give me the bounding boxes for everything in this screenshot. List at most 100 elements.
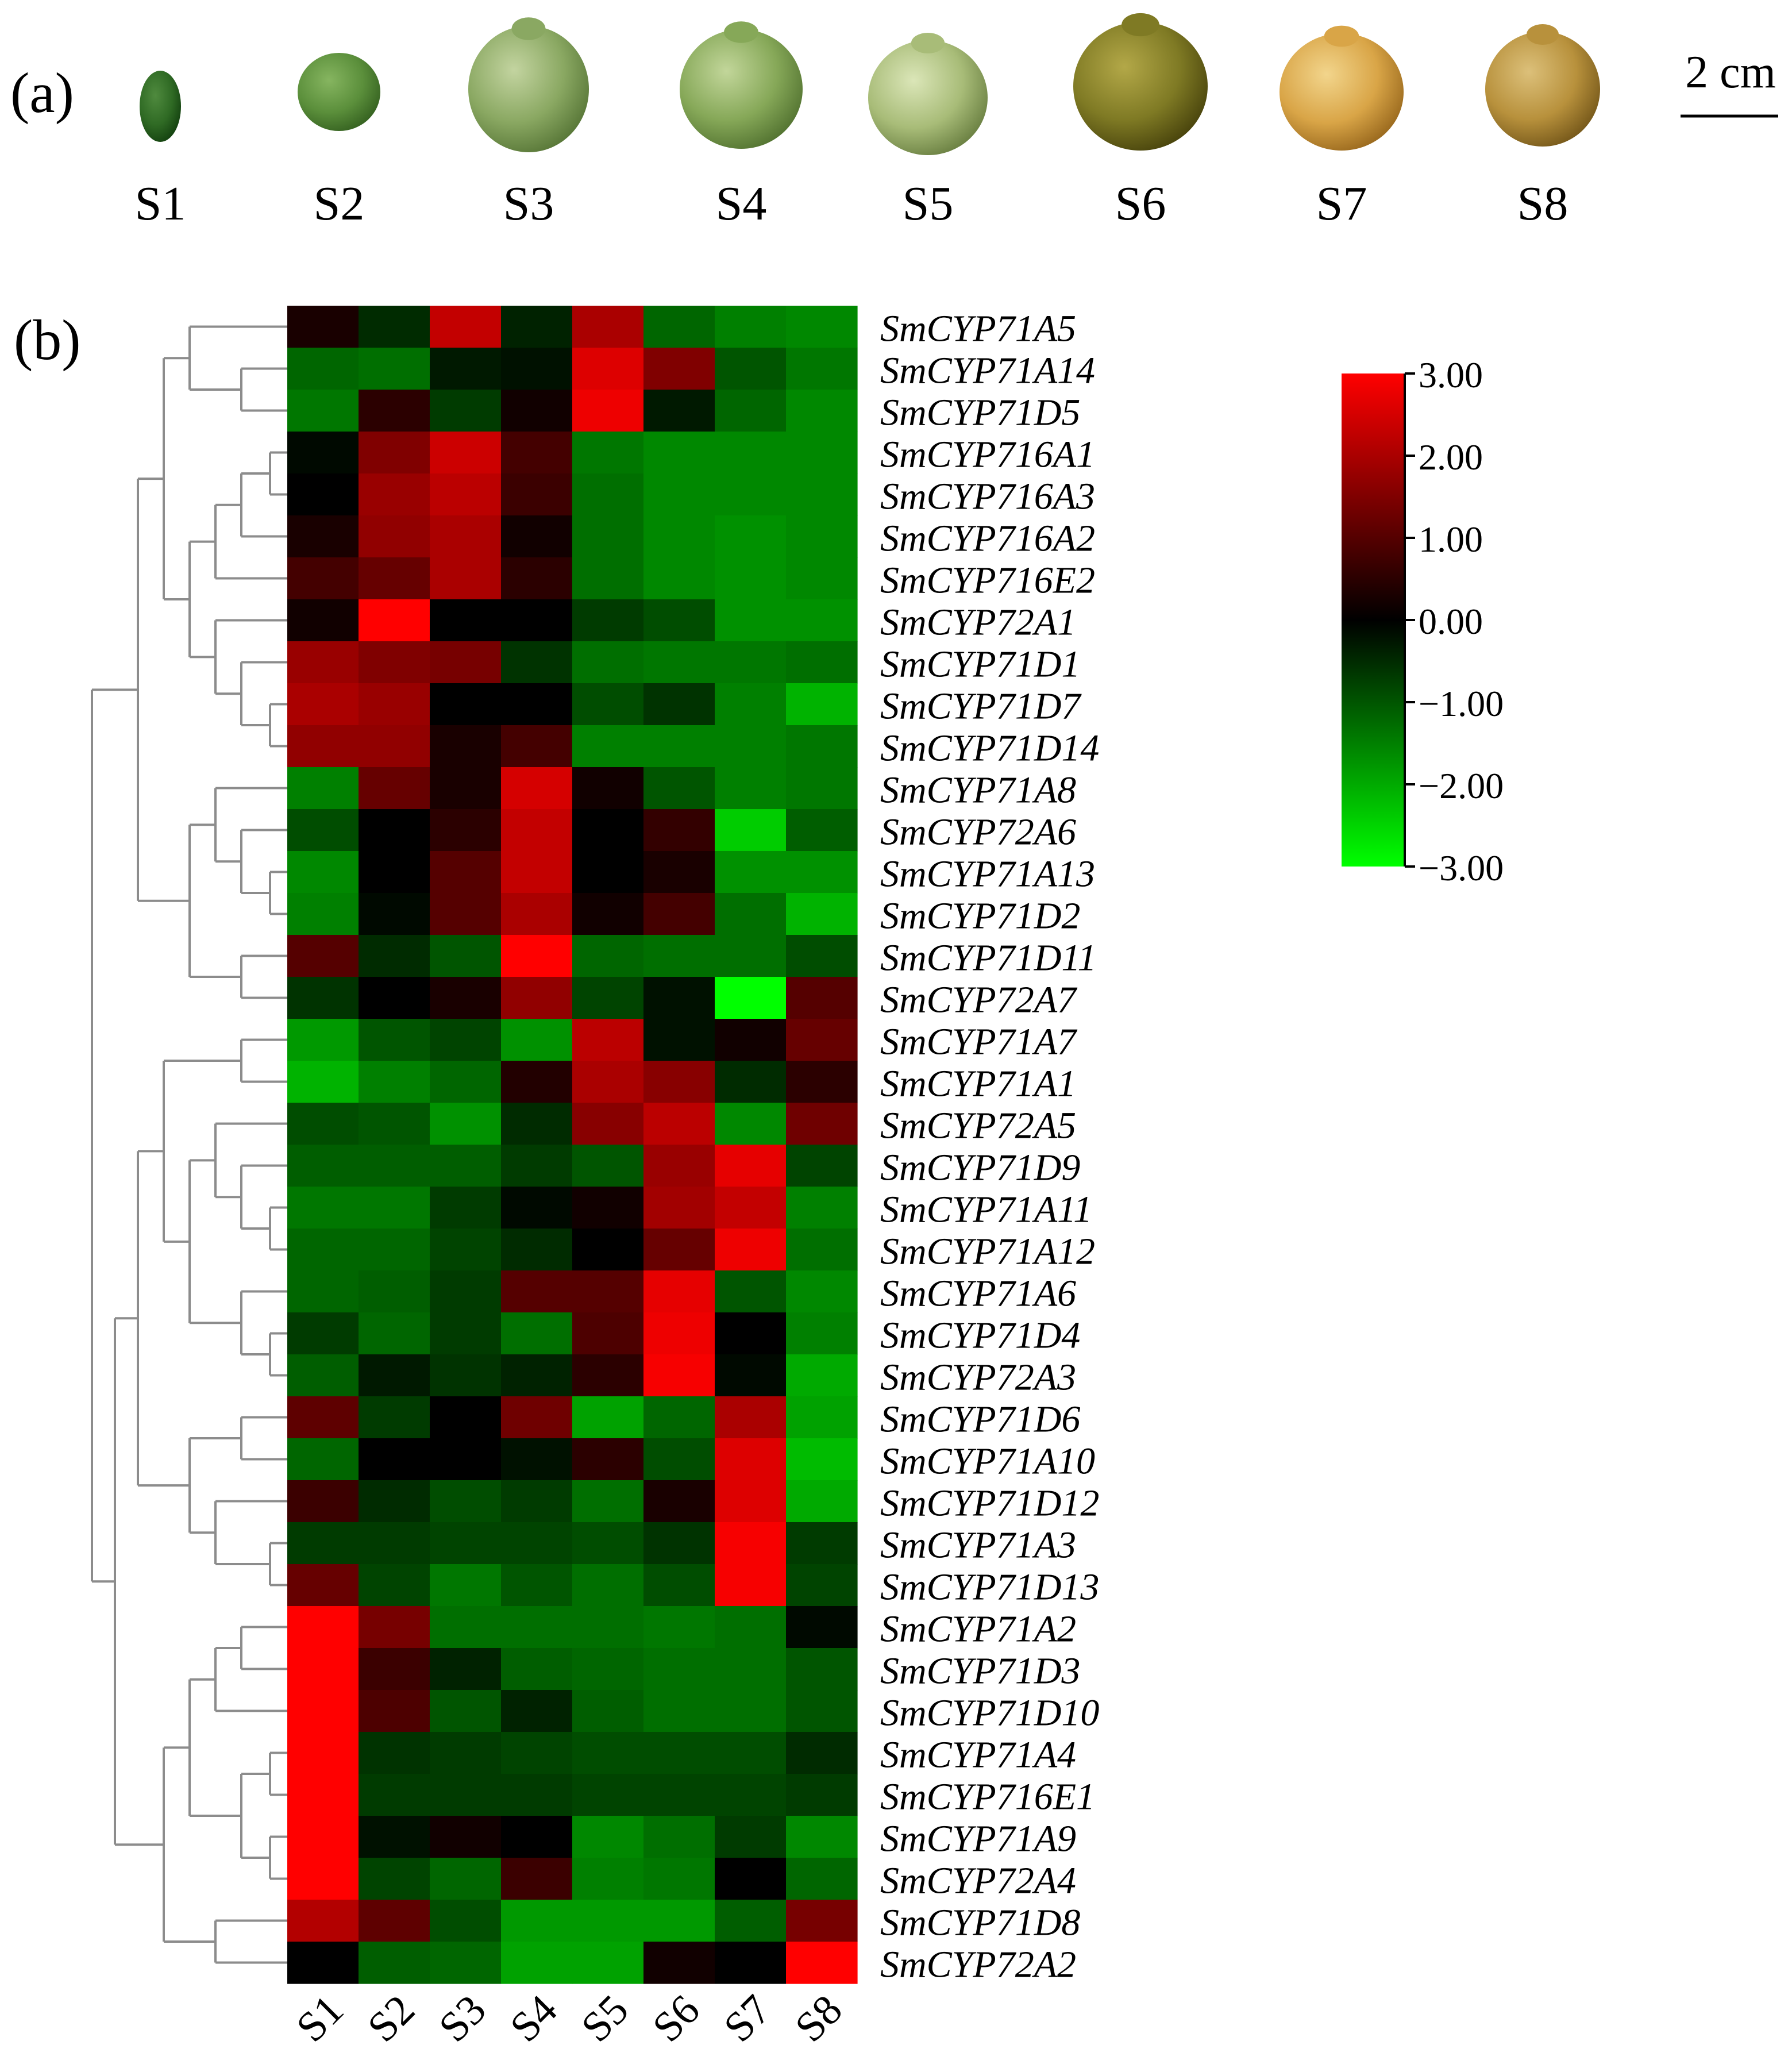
cell-SmCYP71A14-S4 [501,348,573,390]
cell-SmCYP71A7-S6 [643,1019,715,1061]
cell-SmCYP716E1-S4 [501,1774,573,1816]
cell-SmCYP72A3-S5 [572,1354,644,1397]
cell-SmCYP71D3-S3 [430,1648,502,1691]
cell-SmCYP71A13-S2 [359,851,430,894]
cell-SmCYP716E2-S1 [287,557,359,600]
cell-SmCYP71A8-S5 [572,767,644,810]
cell-SmCYP71D8-S5 [572,1900,644,1942]
cell-SmCYP71D4-S1 [287,1312,359,1355]
cell-SmCYP71D13-S8 [786,1564,858,1607]
cell-SmCYP71D1-S6 [643,641,715,684]
cell-SmCYP71A7-S8 [786,1019,858,1061]
gene-label-SmCYP71A14: SmCYP71A14 [880,350,1095,392]
cell-SmCYP71D12-S1 [287,1480,359,1523]
gene-label-SmCYP71D7: SmCYP71D7 [880,686,1082,727]
cell-SmCYP71D1-S4 [501,641,573,684]
cell-SmCYP71D4-S4 [501,1312,573,1355]
stage-label-S6: S6 [1115,177,1166,230]
gene-label-SmCYP71D4: SmCYP71D4 [880,1315,1080,1357]
cell-SmCYP71A5-S1 [287,306,359,348]
cell-SmCYP71D10-S2 [359,1690,430,1732]
cell-SmCYP72A3-S3 [430,1354,502,1397]
cell-SmCYP72A5-S3 [430,1103,502,1145]
cell-SmCYP71A3-S6 [643,1522,715,1565]
gene-label-SmCYP71D6: SmCYP71D6 [880,1399,1080,1441]
stage-label-S2: S2 [314,177,365,230]
cell-SmCYP716E2-S2 [359,557,430,600]
colorbar-tick-label: 2.00 [1419,437,1483,478]
cell-SmCYP71A10-S8 [786,1438,858,1481]
cell-SmCYP72A1-S7 [715,599,787,642]
cell-SmCYP72A2-S3 [430,1942,502,1984]
cell-SmCYP72A5-S8 [786,1103,858,1145]
cell-SmCYP71D9-S5 [572,1145,644,1187]
cell-SmCYP71A2-S3 [430,1606,502,1649]
cell-SmCYP71D7-S7 [715,683,787,726]
cell-SmCYP71A11-S7 [715,1187,787,1229]
column-label-S5: S5 [572,1986,637,2051]
cell-SmCYP71D7-S1 [287,683,359,726]
cell-SmCYP716A1-S3 [430,432,502,474]
gene-label-SmCYP71D11: SmCYP71D11 [880,937,1096,979]
cell-SmCYP72A1-S4 [501,599,573,642]
cell-SmCYP716A3-S1 [287,473,359,516]
cell-SmCYP71D5-S1 [287,390,359,432]
cell-SmCYP71D13-S1 [287,1564,359,1607]
cell-SmCYP71D6-S8 [786,1396,858,1439]
cell-SmCYP72A2-S7 [715,1942,787,1984]
cell-SmCYP71D1-S1 [287,641,359,684]
cell-SmCYP72A2-S5 [572,1942,644,1984]
cell-SmCYP72A3-S2 [359,1354,430,1397]
cell-SmCYP71D8-S8 [786,1900,858,1942]
cell-SmCYP71A8-S4 [501,767,573,810]
cell-SmCYP71D4-S5 [572,1312,644,1355]
fruit-2 [298,53,380,131]
stage-label-S3: S3 [503,177,554,230]
cell-SmCYP71D3-S6 [643,1648,715,1691]
cell-SmCYP71D6-S4 [501,1396,573,1439]
gene-label-SmCYP71A9: SmCYP71A9 [880,1818,1076,1860]
cell-SmCYP71A9-S3 [430,1816,502,1858]
gene-label-SmCYP716A3: SmCYP716A3 [880,476,1095,518]
cell-SmCYP72A1-S8 [786,599,858,642]
cell-SmCYP71D9-S2 [359,1145,430,1187]
cell-SmCYP71A10-S6 [643,1438,715,1481]
cell-SmCYP71D9-S4 [501,1145,573,1187]
cell-SmCYP71A5-S8 [786,306,858,348]
cell-SmCYP71D11-S3 [430,935,502,977]
cell-SmCYP71A13-S7 [715,851,787,894]
cell-SmCYP716E1-S1 [287,1774,359,1816]
cell-SmCYP71A5-S2 [359,306,430,348]
stage-label-S5: S5 [903,177,954,230]
colorbar-tick-label: −1.00 [1419,683,1504,724]
cell-SmCYP71A1-S5 [572,1061,644,1103]
cell-SmCYP716A2-S3 [430,515,502,558]
cell-SmCYP71A4-S6 [643,1732,715,1774]
cell-SmCYP71A10-S7 [715,1438,787,1481]
fruit-row [140,13,1600,155]
column-label-S8: S8 [786,1986,851,2051]
cell-SmCYP716A2-S5 [572,515,644,558]
cell-SmCYP71D4-S2 [359,1312,430,1355]
cell-SmCYP72A2-S6 [643,1942,715,1984]
cell-SmCYP71A6-S3 [430,1270,502,1313]
cell-SmCYP71A4-S7 [715,1732,787,1774]
cell-SmCYP71D5-S3 [430,390,502,432]
cell-SmCYP71D4-S6 [643,1312,715,1355]
cell-SmCYP71D11-S7 [715,935,787,977]
gene-label-SmCYP72A2: SmCYP72A2 [880,1944,1076,1986]
cell-SmCYP71A6-S7 [715,1270,787,1313]
cell-SmCYP71D14-S7 [715,725,787,768]
cell-SmCYP71D11-S8 [786,935,858,977]
cell-SmCYP716E1-S8 [786,1774,858,1816]
cell-SmCYP71D5-S7 [715,390,787,432]
cell-SmCYP71A9-S2 [359,1816,430,1858]
cell-SmCYP71D13-S5 [572,1564,644,1607]
cell-SmCYP71D9-S1 [287,1145,359,1187]
cell-SmCYP71A6-S1 [287,1270,359,1313]
gene-label-SmCYP71D1: SmCYP71D1 [880,644,1080,686]
cell-SmCYP71A10-S4 [501,1438,573,1481]
fruit-tip-8 [1527,24,1559,45]
cell-SmCYP71A12-S8 [786,1229,858,1271]
cell-SmCYP71D14-S2 [359,725,430,768]
